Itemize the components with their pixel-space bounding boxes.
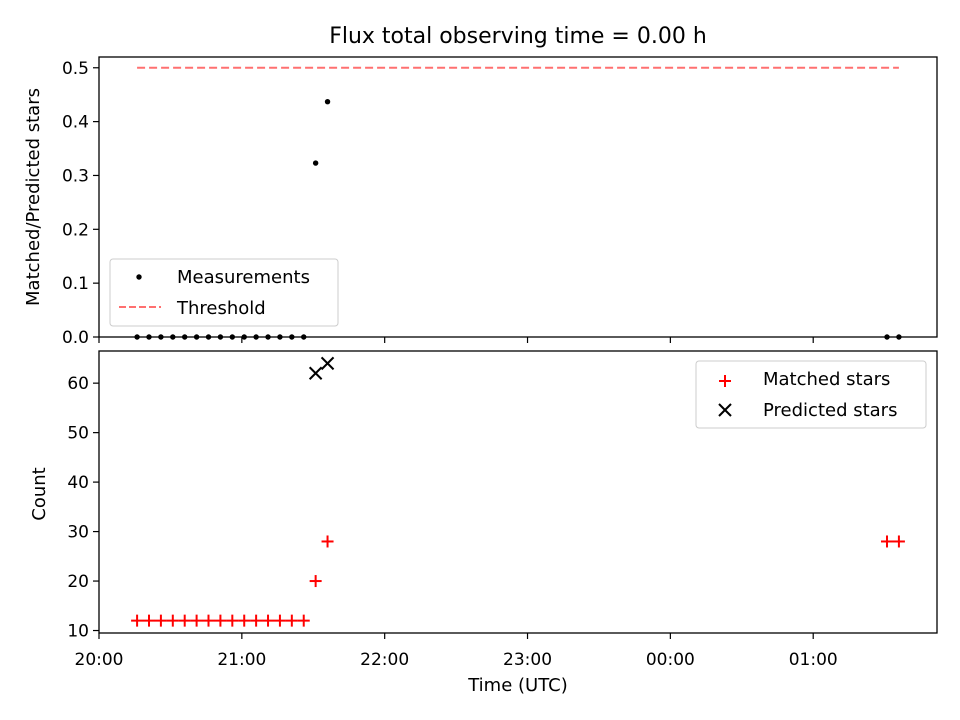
count-x-tick-label: 00:00 bbox=[646, 650, 695, 670]
ratio-y-tick-label: 0.1 bbox=[62, 274, 89, 294]
measurement-point bbox=[217, 334, 224, 340]
matched-stars-point bbox=[321, 535, 334, 548]
matched-stars-point bbox=[881, 535, 894, 548]
measurement-point bbox=[253, 334, 259, 340]
matched-stars-point bbox=[262, 614, 275, 627]
measurement-point bbox=[205, 334, 212, 340]
count-panel-frame bbox=[98, 350, 938, 634]
matched-stars-point bbox=[250, 614, 263, 627]
ratio-panel-frame bbox=[98, 56, 938, 338]
measurement-point bbox=[324, 98, 331, 105]
count-y-tick-label: 50 bbox=[67, 424, 89, 444]
matched-stars-point bbox=[226, 614, 239, 627]
measurement-point bbox=[170, 334, 176, 340]
legend-threshold-label: Threshold bbox=[176, 298, 266, 319]
count-y-axis-label: Count bbox=[29, 467, 50, 520]
count-y-tick-label: 20 bbox=[67, 572, 89, 592]
ratio-y-tick-label: 0.3 bbox=[62, 166, 89, 186]
count-panel: 10 20 30 40 50 60 20:00 21:00 22:00 23:00 00:00 01… bbox=[29, 350, 938, 696]
ratio-y-axis-label: Matched/Predicted stars bbox=[23, 88, 44, 306]
count-x-tick-label: 01:00 bbox=[789, 650, 838, 670]
count-y-tick-label: 60 bbox=[67, 374, 89, 394]
ratio-y-tick-label: 0.4 bbox=[62, 113, 89, 133]
matched-stars-point bbox=[892, 535, 905, 548]
matched-stars-point bbox=[297, 614, 310, 627]
count-x-tick-label: 20:00 bbox=[75, 650, 124, 670]
count-y-tick-label: 10 bbox=[67, 622, 89, 642]
count-legend-box bbox=[695, 360, 927, 429]
legend-predicted-label: Predicted stars bbox=[763, 400, 897, 421]
count-x-tick-label: 23:00 bbox=[503, 650, 552, 670]
measurement-point bbox=[289, 334, 295, 340]
measurement-point bbox=[158, 334, 164, 340]
matched-stars-point bbox=[202, 614, 215, 627]
legend-measurements-marker bbox=[136, 274, 142, 280]
legend-matched-marker bbox=[719, 375, 731, 387]
chart-title: Flux total observing time = 0.00 h bbox=[329, 24, 707, 49]
matched-stars-point bbox=[190, 614, 203, 627]
measurement-point bbox=[277, 334, 283, 340]
ratio-y-tick-label: 0.5 bbox=[62, 59, 89, 79]
count-x-tick-label: 21:00 bbox=[217, 650, 266, 670]
matched-stars-point bbox=[214, 614, 227, 627]
predicted-stars-point bbox=[308, 366, 323, 380]
measurement-point bbox=[134, 334, 140, 340]
matched-stars-point bbox=[142, 614, 155, 627]
matched-stars-point bbox=[166, 614, 179, 627]
matched-stars-point bbox=[178, 614, 191, 627]
measurement-point bbox=[896, 334, 902, 340]
measurement-point bbox=[182, 334, 188, 340]
measurement-point bbox=[193, 334, 200, 340]
count-legend: Matched stars Predicted stars bbox=[695, 360, 927, 429]
measurement-point bbox=[884, 334, 890, 340]
ratio-panel: 0.0 0.1 0.2 0.3 0.4 0.5 Matched/Predicted sta… bbox=[23, 56, 938, 348]
matched-stars-point bbox=[238, 614, 251, 627]
ratio-legend-box bbox=[109, 258, 339, 327]
matched-stars-point bbox=[131, 614, 144, 627]
ratio-y-tick-label: 0.2 bbox=[62, 220, 89, 240]
measurement-point bbox=[301, 334, 307, 340]
matched-stars-point bbox=[273, 614, 286, 627]
matched-stars-point bbox=[154, 614, 167, 627]
count-x-tick-label: 22:00 bbox=[360, 650, 409, 670]
measurement-point bbox=[241, 334, 247, 340]
measurement-point bbox=[146, 334, 152, 340]
measurement-point bbox=[265, 334, 271, 340]
predicted-stars-point bbox=[320, 356, 335, 371]
count-y-tick-label: 30 bbox=[67, 523, 89, 543]
matched-stars-point bbox=[285, 614, 298, 627]
count-x-axis-label: Time (UTC) bbox=[467, 675, 568, 696]
measurement-point bbox=[229, 334, 236, 340]
measurement-point bbox=[312, 160, 319, 166]
ratio-y-tick-label: 0.0 bbox=[62, 328, 89, 348]
ratio-legend: Measurements Threshold bbox=[109, 258, 339, 327]
legend-predicted-marker bbox=[718, 403, 732, 417]
legend-measurements-label: Measurements bbox=[177, 267, 310, 288]
count-y-tick-label: 40 bbox=[67, 473, 89, 493]
legend-matched-label: Matched stars bbox=[763, 369, 890, 390]
matched-stars-point bbox=[309, 575, 322, 588]
